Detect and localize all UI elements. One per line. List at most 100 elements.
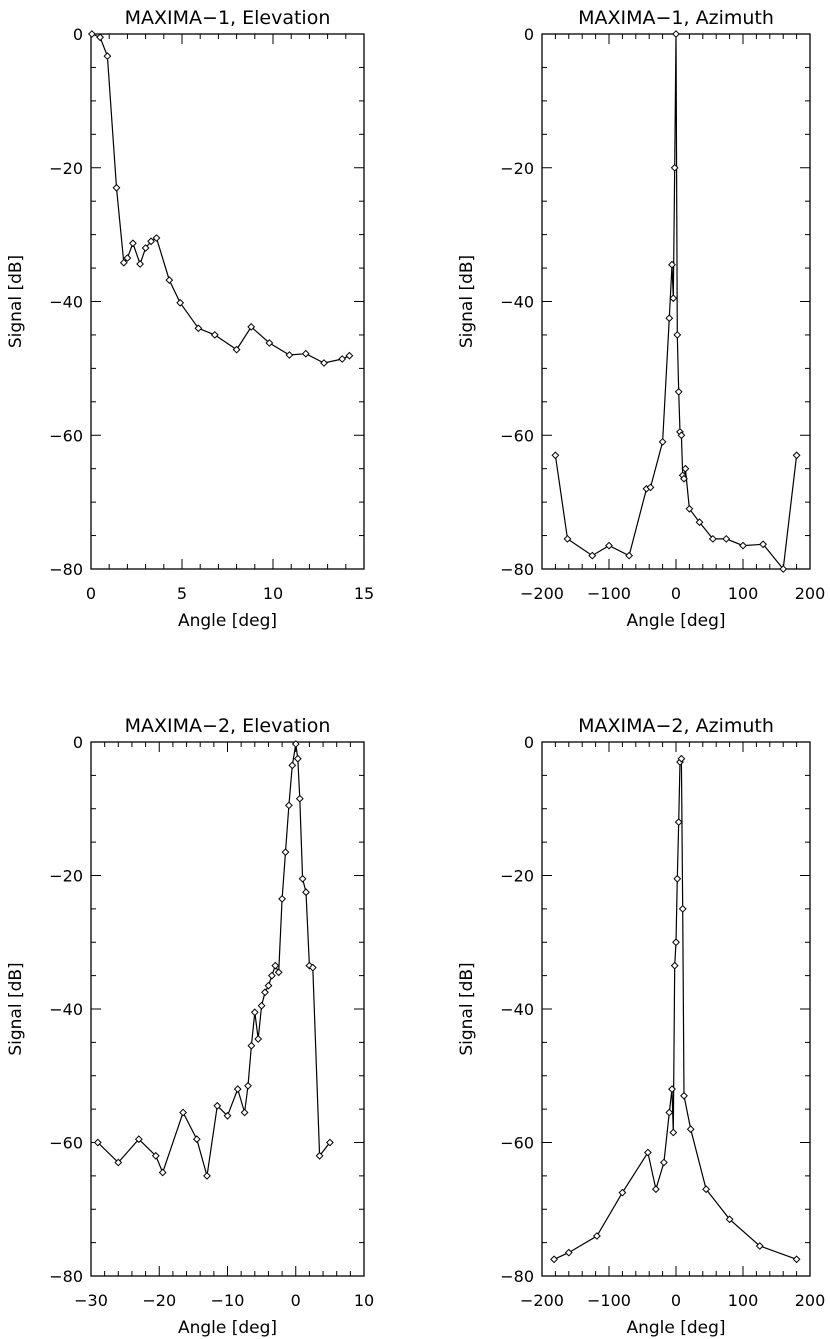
y-tick-label: 0 [73, 25, 83, 44]
y-tick-label: −20 [500, 159, 534, 178]
data-point [563, 534, 572, 543]
data-point [203, 1171, 211, 1180]
x-tick-label: 200 [795, 1291, 826, 1310]
series-line [97, 743, 331, 1177]
x-tick-label: 100 [728, 584, 759, 603]
y-tick-label: −60 [49, 1134, 83, 1153]
y-tick-label: −40 [500, 1000, 534, 1019]
data-point [325, 1138, 334, 1147]
x-tick-label: −200 [520, 584, 564, 603]
chart-title: MAXIMA−1, Azimuth [578, 7, 774, 29]
y-tick-label: −80 [49, 560, 83, 579]
data-point [112, 183, 121, 192]
data-point [128, 239, 137, 248]
data-point [233, 1085, 242, 1094]
data-point [288, 761, 297, 770]
data-point [265, 339, 274, 347]
data-point [315, 1151, 324, 1160]
x-tick-label: 15 [354, 584, 374, 603]
x-tick-label: 0 [291, 1291, 301, 1310]
plot-frame [90, 741, 365, 1277]
data-point [686, 1125, 695, 1134]
y-tick-label: 0 [524, 733, 534, 752]
data-point [305, 961, 314, 970]
data-point [271, 961, 280, 970]
data-point [670, 961, 679, 970]
data-point [685, 504, 694, 513]
data-point [605, 541, 613, 550]
data-point [672, 938, 680, 947]
data-point [659, 1158, 668, 1167]
x-tick-label: −30 [74, 1291, 108, 1310]
y-tick-label: −80 [500, 1267, 534, 1286]
data-point [702, 1185, 711, 1194]
data-point [250, 1008, 259, 1017]
data-point [708, 534, 717, 543]
y-tick-label: −20 [500, 867, 534, 886]
data-point [301, 349, 310, 358]
data-point [244, 1081, 252, 1090]
data-point [695, 518, 704, 527]
panel-maxima1-elevation: MAXIMA−1, Elevation Angle [deg] Signal [… [6, 7, 374, 631]
data-point [673, 874, 682, 883]
data-point [264, 981, 273, 990]
x-tick-label: 5 [177, 584, 187, 603]
panel-maxima1-azimuth: MAXIMA−1, Azimuth Angle [deg] Signal [dB… [457, 7, 825, 631]
data-point [152, 234, 161, 242]
data-point [674, 818, 683, 827]
x-tick-label: 0 [86, 584, 96, 603]
data-point [618, 1188, 627, 1197]
y-tick-label: −80 [500, 560, 534, 579]
data-point [285, 351, 294, 359]
data-point [247, 322, 256, 331]
data-point [668, 260, 676, 269]
data-point [96, 33, 105, 42]
data-point [284, 801, 293, 810]
y-axis-label: Signal [dB] [457, 255, 477, 348]
data-point [643, 1148, 652, 1157]
y-tick-label: −60 [500, 426, 534, 445]
data-point [551, 451, 560, 460]
data-point [345, 351, 354, 360]
data-point [123, 254, 132, 262]
data-point [680, 474, 688, 483]
data-point [103, 52, 112, 61]
data-point [261, 988, 269, 997]
x-tick-label: 10 [263, 584, 283, 603]
data-point [669, 294, 678, 303]
y-axis-label: Signal [dB] [457, 962, 477, 1055]
x-axis-label: Angle [deg] [626, 611, 725, 631]
chart-title: MAXIMA−1, Elevation [125, 7, 331, 29]
data-point [293, 754, 302, 763]
data-point [194, 324, 203, 333]
y-tick-label: −40 [500, 293, 534, 312]
data-point [338, 355, 347, 363]
data-point [257, 1001, 266, 1010]
data-point [232, 345, 241, 354]
x-axis-label: Angle [deg] [178, 611, 277, 631]
plot-frame [90, 33, 365, 570]
data-point [670, 163, 679, 172]
data-point [792, 1255, 801, 1264]
data-point [274, 968, 283, 977]
y-tick-label: −40 [49, 1000, 83, 1019]
y-tick-label: −20 [49, 867, 83, 886]
data-point [646, 483, 655, 492]
x-tick-label: 200 [795, 584, 826, 603]
y-axis-label: Signal [dB] [6, 962, 26, 1055]
data-point [678, 904, 687, 913]
x-tick-label: 0 [671, 584, 681, 603]
y-tick-label: −60 [500, 1134, 534, 1153]
x-tick-label: −200 [520, 1291, 564, 1310]
data-point [210, 330, 219, 339]
data-point [759, 540, 768, 549]
data-point [673, 330, 682, 339]
x-axis-label: Angle [deg] [178, 1318, 277, 1338]
data-point [302, 888, 310, 897]
data-point [119, 258, 128, 267]
data-point [247, 1041, 256, 1050]
data-point [677, 431, 686, 440]
data-point [158, 1168, 167, 1177]
series-line [553, 758, 797, 1260]
data-point [722, 534, 731, 543]
